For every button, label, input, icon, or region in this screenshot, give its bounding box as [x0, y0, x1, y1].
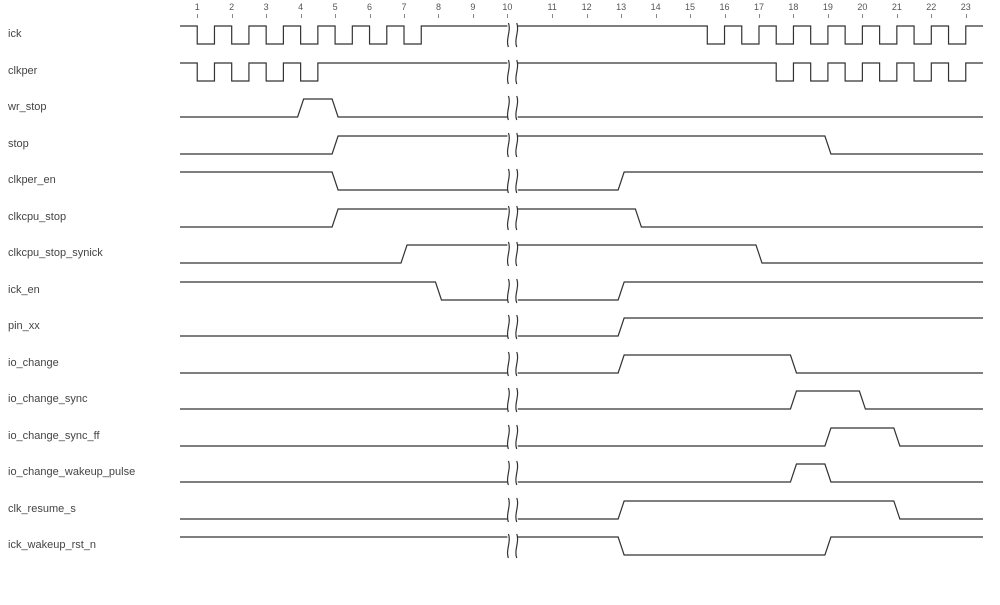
time-tick-mark [370, 14, 371, 18]
signal-row-io_change_sync: io_change_sync [0, 387, 1000, 424]
signal-row-clkper: clkper [0, 59, 1000, 96]
time-tick-label: 3 [264, 2, 269, 12]
time-tick-label: 2 [229, 2, 234, 12]
time-tick-mark [473, 14, 474, 18]
waveform [0, 278, 1000, 315]
waveform [0, 351, 1000, 388]
signal-row-clkcpu_stop_synick: clkcpu_stop_synick [0, 241, 1000, 278]
time-tick-mark [552, 14, 553, 18]
signal-row-ick_en: ick_en [0, 278, 1000, 315]
time-tick-label: 13 [616, 2, 626, 12]
signal-row-io_change_sync_ff: io_change_sync_ff [0, 424, 1000, 461]
waveform [0, 132, 1000, 169]
time-tick-mark [759, 14, 760, 18]
time-tick-label: 8 [436, 2, 441, 12]
waveform [0, 497, 1000, 534]
time-tick-label: 15 [685, 2, 695, 12]
time-tick-label: 11 [548, 2, 557, 12]
time-tick-label: 22 [926, 2, 936, 12]
time-tick-mark [438, 14, 439, 18]
waveform [0, 387, 1000, 424]
signal-row-clk_resume_s: clk_resume_s [0, 497, 1000, 534]
time-tick-label: 14 [651, 2, 661, 12]
time-tick-label: 5 [333, 2, 338, 12]
signal-row-ick_wakeup_rst_n: ick_wakeup_rst_n [0, 533, 1000, 570]
time-tick-label: 16 [720, 2, 730, 12]
waveform [0, 205, 1000, 242]
time-tick-label: 20 [857, 2, 867, 12]
waveform [0, 168, 1000, 205]
signal-row-wr_stop: wr_stop [0, 95, 1000, 132]
time-tick-mark [301, 14, 302, 18]
time-tick-label: 4 [298, 2, 303, 12]
signal-row-clkper_en: clkper_en [0, 168, 1000, 205]
waveform [0, 533, 1000, 570]
waveform [0, 460, 1000, 497]
waveform [0, 241, 1000, 278]
time-tick-mark [404, 14, 405, 18]
time-tick-mark [862, 14, 863, 18]
time-tick-mark [690, 14, 691, 18]
time-tick-mark [266, 14, 267, 18]
time-tick-mark [656, 14, 657, 18]
signal-row-io_change: io_change [0, 351, 1000, 388]
time-tick-label: 9 [470, 2, 475, 12]
time-tick-label: 12 [582, 2, 592, 12]
time-tick-mark [507, 14, 508, 18]
time-tick-label: 10 [502, 2, 512, 12]
time-tick-mark [587, 14, 588, 18]
time-tick-mark [335, 14, 336, 18]
time-tick-mark [197, 14, 198, 18]
signal-row-stop: stop [0, 132, 1000, 169]
signal-row-ick: ick [0, 22, 1000, 59]
signal-row-clkcpu_stop: clkcpu_stop [0, 205, 1000, 242]
time-tick-label: 1 [195, 2, 200, 12]
signal-row-io_change_wakeup_pulse: io_change_wakeup_pulse [0, 460, 1000, 497]
time-tick-label: 17 [754, 2, 764, 12]
signal-row-pin_xx: pin_xx [0, 314, 1000, 351]
time-tick-label: 7 [401, 2, 406, 12]
time-tick-mark [966, 14, 967, 18]
time-tick-mark [897, 14, 898, 18]
time-tick-label: 6 [367, 2, 372, 12]
time-tick-mark [621, 14, 622, 18]
waveform [0, 59, 1000, 96]
time-tick-label: 19 [823, 2, 833, 12]
time-ruler: 1234567891011121314151617181920212223 [0, 0, 1000, 20]
waveform [0, 95, 1000, 132]
time-tick-mark [828, 14, 829, 18]
waveform [0, 22, 1000, 59]
time-tick-label: 21 [892, 2, 902, 12]
time-tick-mark [931, 14, 932, 18]
waveform [0, 424, 1000, 461]
time-tick-label: 23 [961, 2, 971, 12]
time-tick-mark [232, 14, 233, 18]
time-tick-label: 18 [788, 2, 798, 12]
time-tick-mark [793, 14, 794, 18]
timing-diagram: 1234567891011121314151617181920212223 ic… [0, 0, 1000, 605]
waveform [0, 314, 1000, 351]
time-tick-mark [725, 14, 726, 18]
